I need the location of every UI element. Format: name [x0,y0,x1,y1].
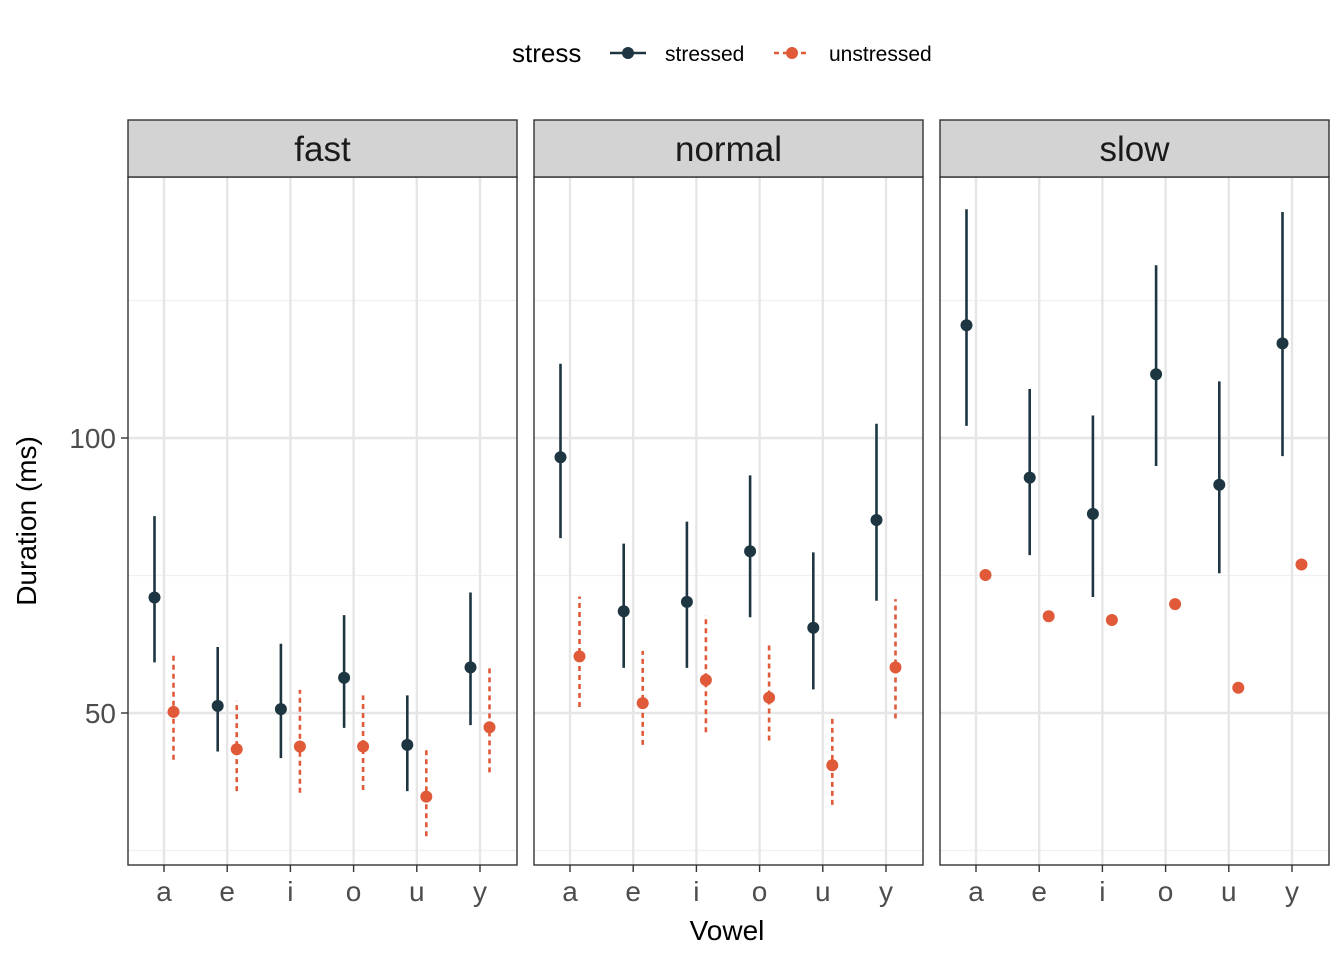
point-unstressed-y [889,661,902,674]
point-unstressed-a [979,568,992,581]
point-stressed-a [148,591,161,604]
x-tick-label-a: a [562,876,578,907]
point-unstressed-y [483,721,496,734]
point-stressed-o [338,671,351,684]
point-stressed-i [1086,507,1099,520]
point-stressed-u [807,621,820,634]
facet-panels: fast a e i o u y normal a e i o u y slow a e i o u y [127,119,1330,907]
legend-item-stressed: stressed [610,43,744,66]
panel-background [534,177,923,865]
x-tick-label-u: u [815,876,831,907]
facet-label-fast: fast [294,130,351,169]
x-tick-label-e: e [219,876,235,907]
legend-key-point [622,47,634,59]
y-tick-label-100: 100 [69,423,116,454]
point-stressed-i [274,703,287,716]
point-unstressed-a [573,650,586,663]
legend-label-unstressed: unstressed [829,43,932,66]
legend-item-unstressed: unstressed [774,43,932,66]
point-stressed-y [870,513,883,526]
point-stressed-e [1023,471,1036,484]
point-unstressed-a [167,705,180,718]
legend-label-stressed: stressed [665,43,744,66]
facet-panel-slow: slow a e i o u y [939,119,1330,907]
point-stressed-o [744,545,757,558]
x-tick-label-e: e [625,876,641,907]
facet-panel-fast: fast a e i o u y [127,119,518,907]
point-unstressed-o [763,691,776,704]
point-stressed-o [1150,368,1163,381]
x-tick-label-y: y [473,876,487,907]
panel-background [940,177,1329,865]
x-tick-label-i: i [287,876,293,907]
point-unstressed-u [1232,681,1245,694]
point-unstressed-i [1105,614,1118,627]
point-stressed-a [554,451,567,464]
point-unstressed-o [357,740,370,753]
point-unstressed-i [293,740,306,753]
facet-label-slow: slow [1099,130,1170,169]
legend-key-point [786,47,798,59]
point-stressed-y [464,661,477,674]
point-unstressed-e [1042,610,1055,623]
x-tick-label-o: o [1158,876,1174,907]
legend-items: stressed unstressed [610,43,932,66]
panel-background [128,177,517,865]
y-tick-label-50: 50 [85,698,116,729]
x-tick-label-o: o [346,876,362,907]
point-stressed-y [1276,337,1289,350]
point-stressed-u [401,738,414,751]
x-tick-label-e: e [1031,876,1047,907]
point-stressed-e [211,699,224,712]
x-tick-label-y: y [1285,876,1299,907]
x-tick-label-y: y [879,876,893,907]
x-tick-label-i: i [693,876,699,907]
point-unstressed-y [1295,558,1308,571]
x-tick-label-u: u [409,876,425,907]
point-stressed-i [680,595,693,608]
y-axis-title: Duration (ms) [11,436,42,606]
facet-strip [939,119,1330,178]
legend: stress stressed unstressed [512,38,932,68]
x-tick-label-a: a [156,876,172,907]
x-tick-label-a: a [968,876,984,907]
point-unstressed-o [1169,598,1182,611]
facet-strip [533,119,924,178]
x-axis-title: Vowel [690,915,765,946]
point-unstressed-u [826,759,839,772]
point-unstressed-i [699,674,712,686]
facet-panel-normal: normal a e i o u y [533,119,924,907]
point-stressed-a [960,319,973,332]
point-unstressed-u [420,790,433,803]
y-axis: 50 100 [69,423,128,729]
x-tick-label-o: o [752,876,768,907]
x-tick-label-u: u [1221,876,1237,907]
point-unstressed-e [230,743,243,756]
point-stressed-e [617,605,630,618]
facet-label-normal: normal [675,130,782,169]
point-stressed-u [1213,478,1226,491]
point-unstressed-e [636,697,649,710]
x-tick-label-i: i [1099,876,1105,907]
legend-title: stress [512,38,581,68]
facet-strip [127,119,518,178]
